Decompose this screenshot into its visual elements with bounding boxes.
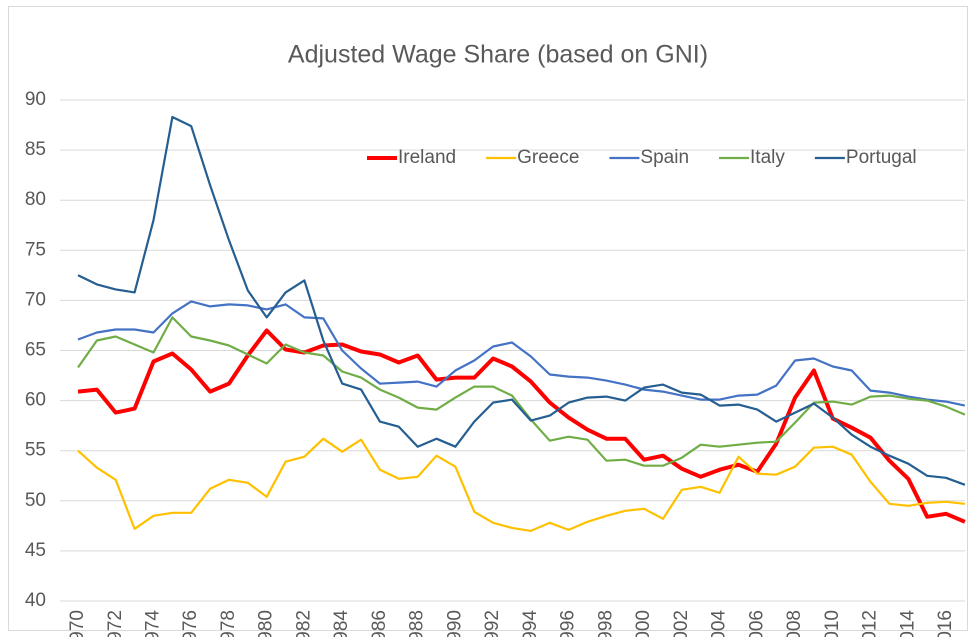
legend-label: Spain — [640, 147, 689, 168]
x-tick-label: 1976 — [180, 610, 201, 637]
x-tick-label: 1988 — [407, 610, 428, 637]
x-tick-label: 1974 — [142, 610, 163, 637]
y-tick-label: 90 — [25, 89, 46, 110]
x-tick-label: 2000 — [633, 610, 654, 637]
x-tick-label: 1990 — [444, 610, 465, 637]
y-tick-label: 75 — [25, 239, 46, 260]
legend-label: Italy — [750, 147, 785, 168]
x-tick-label: 1982 — [293, 610, 314, 637]
x-tick-label: 2006 — [746, 610, 767, 637]
y-tick-label: 50 — [25, 490, 46, 511]
x-tick-label: 1970 — [67, 610, 88, 637]
chart-title: Adjusted Wage Share (based on GNI) — [288, 41, 708, 69]
line-series — [77, 115, 966, 486]
y-tick-label: 70 — [25, 289, 46, 310]
line-series — [77, 328, 966, 524]
x-tick-label: 1998 — [595, 610, 616, 637]
y-tick-label: 85 — [25, 139, 46, 160]
x-tick-label: 1996 — [558, 610, 579, 637]
y-tick-label: 60 — [25, 390, 46, 411]
x-tick-label: 1986 — [369, 610, 390, 637]
x-tick-label: 2010 — [822, 610, 843, 637]
x-tick-label: 2004 — [709, 610, 730, 637]
legend-label: Portugal — [846, 147, 917, 168]
x-tick-label: 1994 — [520, 610, 541, 637]
y-tick-label: 65 — [25, 340, 46, 361]
line-series — [77, 300, 966, 407]
x-tick-label: 2008 — [784, 610, 805, 637]
y-tick-label: 40 — [25, 590, 46, 611]
y-tick-label: 80 — [25, 189, 46, 210]
x-tick-label: 1992 — [482, 610, 503, 637]
x-tick-label: 2014 — [897, 610, 918, 637]
x-tick-label: 2002 — [671, 610, 692, 637]
line-series — [77, 437, 966, 532]
y-tick-label: 55 — [25, 440, 46, 461]
x-tick-label: 1978 — [218, 610, 239, 637]
x-tick-label: 2012 — [860, 610, 881, 637]
y-tick-label: 45 — [25, 540, 46, 561]
legend-label: Greece — [517, 147, 579, 168]
x-tick-label: 2016 — [935, 610, 956, 637]
legend-label: Ireland — [398, 147, 456, 168]
x-tick-label: 1972 — [105, 610, 126, 637]
x-tick-label: 1984 — [331, 610, 352, 637]
x-tick-label: 1980 — [256, 610, 277, 637]
line-series — [77, 316, 966, 467]
